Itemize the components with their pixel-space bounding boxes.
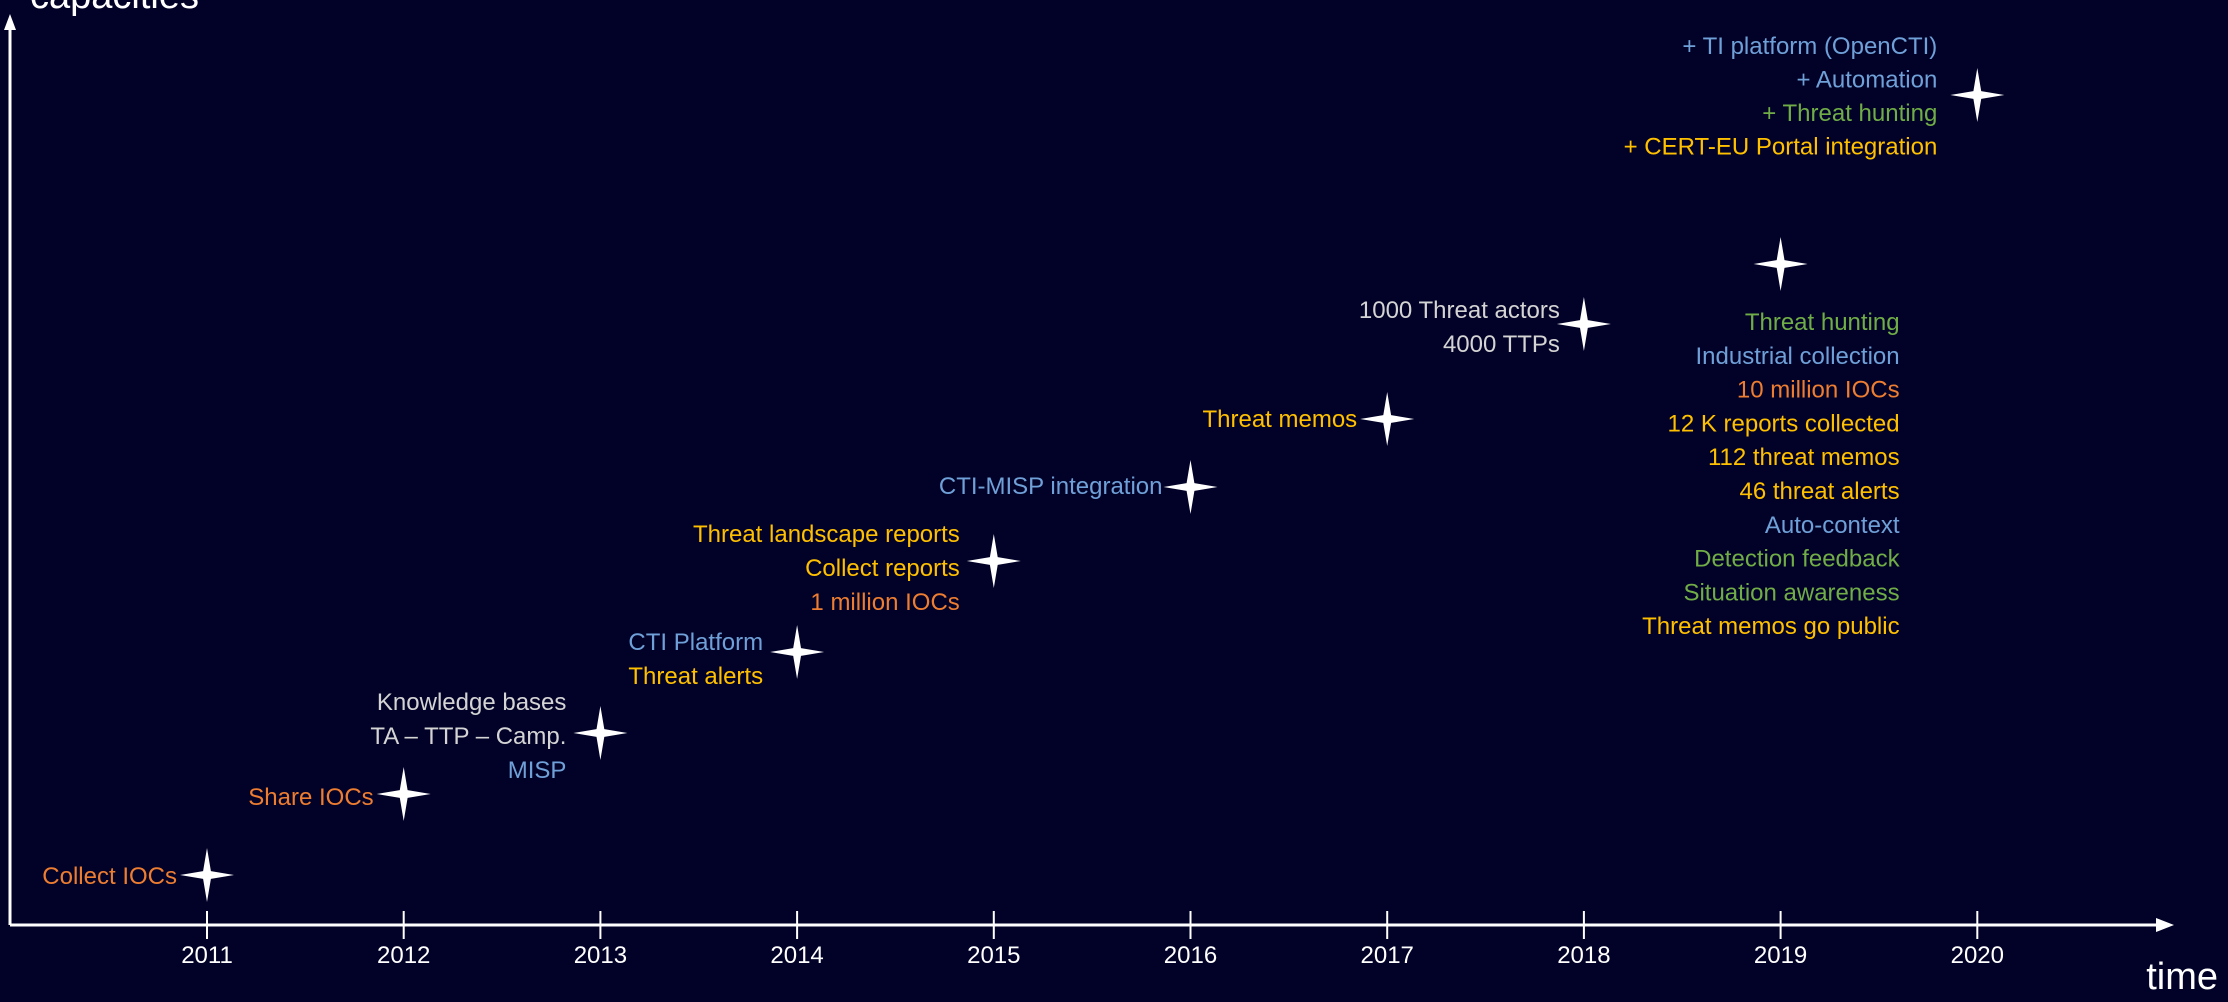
milestone-text-2015-3: 1 million IOCs xyxy=(810,589,959,616)
milestone-star-2017 xyxy=(1360,392,1414,446)
milestone-text-2013-2: TA – TTP – Camp. xyxy=(370,723,566,750)
milestone-text-2020-2: + Automation xyxy=(1797,67,1938,94)
milestone-text-2020-4: + CERT-EU Portal integration xyxy=(1624,134,1938,161)
milestone-star-2019 xyxy=(1754,237,1808,291)
milestone-label-group-2011: Collect IOCs xyxy=(42,863,177,890)
milestone-text-2019-4: 12 K reports collected xyxy=(1667,410,1899,437)
milestone-star-2013 xyxy=(573,706,627,760)
milestone-text-2012-1: Share IOCs xyxy=(248,784,373,811)
milestone-label-group-2012: Share IOCs xyxy=(248,784,373,811)
milestone-text-2019-10: Threat memos go public xyxy=(1642,613,1899,640)
milestone-label-group-2017: Threat memos xyxy=(1202,406,1357,433)
milestone-star-2018 xyxy=(1557,297,1611,351)
milestone-star-2014 xyxy=(770,625,824,679)
milestone-label-group-2015: Threat landscape reports Collect reports 1… xyxy=(693,521,960,616)
year-label-2012: 2012 xyxy=(377,942,430,969)
year-label-2013: 2013 xyxy=(574,942,627,969)
milestone-text-2020-1: + TI platform (OpenCTI) xyxy=(1682,33,1937,60)
milestone-star-2020 xyxy=(1950,68,2004,122)
milestone-text-2015-1: Threat landscape reports xyxy=(693,521,960,548)
milestone-text-2017-1: Threat memos xyxy=(1202,406,1357,433)
milestone-text-2019-3: 10 million IOCs xyxy=(1737,377,1900,404)
milestone-label-group-2019: Threat hunting Industrial collection 10 mi… xyxy=(1642,309,1900,640)
milestone-label-group-2013: Knowledge bases TA – TTP – Camp. MISP xyxy=(370,689,566,784)
milestone-text-2019-2: Industrial collection xyxy=(1695,343,1899,370)
milestone-text-2018-1: 1000 Threat actors xyxy=(1359,297,1560,324)
year-label-2017: 2017 xyxy=(1361,942,1414,969)
milestone-text-2019-1: Threat hunting xyxy=(1745,309,1900,336)
year-label-2020: 2020 xyxy=(1951,942,2004,969)
milestone-labels: Collect IOCs Share IOCs Knowledge bases TA … xyxy=(42,33,1937,890)
milestone-text-2019-9: Situation awareness xyxy=(1683,579,1899,606)
year-label-2014: 2014 xyxy=(770,942,823,969)
milestone-text-2018-2: 4000 TTPs xyxy=(1443,331,1560,358)
milestone-star-2011 xyxy=(180,848,234,902)
y-axis-label: capacities xyxy=(30,0,199,17)
milestone-star-2012 xyxy=(377,767,431,821)
milestone-text-2019-6: 46 threat alerts xyxy=(1740,478,1900,505)
year-label-2019: 2019 xyxy=(1754,942,1807,969)
milestone-text-2019-8: Detection feedback xyxy=(1694,546,1900,573)
milestone-text-2019-7: Auto-context xyxy=(1765,512,1900,539)
year-label-2016: 2016 xyxy=(1164,942,1217,969)
year-label-2018: 2018 xyxy=(1557,942,1610,969)
y-axis-arrowhead xyxy=(4,14,16,30)
x-axis-label: time xyxy=(2146,956,2218,998)
milestone-label-group-2016: CTI-MISP integration xyxy=(939,473,1163,500)
milestone-text-2014-1: CTI Platform xyxy=(628,629,763,656)
milestone-label-group-2020: + TI platform (OpenCTI) + Automation + Thr… xyxy=(1624,33,1938,161)
x-axis-arrowhead xyxy=(2156,918,2174,932)
milestone-text-2014-2: Threat alerts xyxy=(628,663,763,690)
milestone-text-2013-3: MISP xyxy=(508,757,567,784)
year-ticks: 2011 2012 2013 2014 2015 2016 2017 2018 2019 2020 xyxy=(181,911,2004,969)
milestone-star-2015 xyxy=(967,534,1021,588)
milestone-label-group-2018: 1000 Threat actors 4000 TTPs xyxy=(1359,297,1560,358)
milestone-text-2019-5: 112 threat memos xyxy=(1708,444,1900,471)
milestone-label-group-2014: CTI Platform Threat alerts xyxy=(628,629,763,690)
year-label-2011: 2011 xyxy=(181,942,233,969)
milestone-text-2015-2: Collect reports xyxy=(805,555,960,582)
milestone-text-2016-1: CTI-MISP integration xyxy=(939,473,1163,500)
milestone-star-2016 xyxy=(1164,460,1218,514)
milestone-text-2011-1: Collect IOCs xyxy=(42,863,177,890)
milestone-text-2020-3: + Threat hunting xyxy=(1762,100,1937,127)
milestone-text-2013-1: Knowledge bases xyxy=(377,689,566,716)
year-label-2015: 2015 xyxy=(967,942,1020,969)
